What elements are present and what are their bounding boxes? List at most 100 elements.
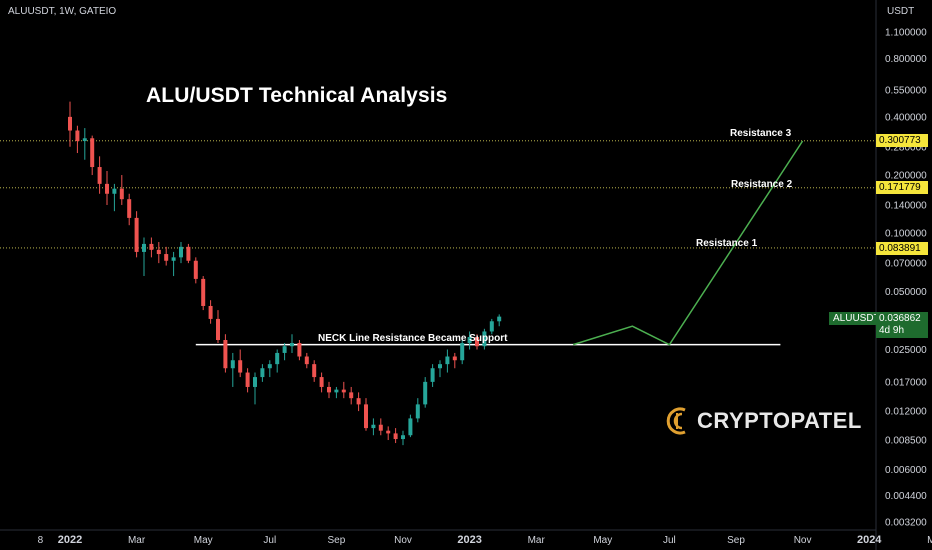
resistance-3-label: Resistance 3 (730, 128, 792, 139)
candle-body (142, 243, 146, 252)
y-tick-label: 0.006000 (885, 465, 927, 476)
y-tick-label: 0.400000 (885, 112, 927, 123)
candle-body (386, 430, 391, 434)
candle-body (90, 138, 95, 168)
x-tick-label: Sep (328, 535, 346, 546)
candle-body (134, 217, 139, 252)
candle-body (156, 249, 161, 255)
candle-body (341, 389, 346, 393)
y-tick-label: 0.200000 (885, 171, 927, 182)
candle-body (127, 199, 132, 218)
candle-body (445, 356, 450, 365)
logo-icon (666, 407, 686, 435)
symbol-price-tag: ALUUSDT (829, 312, 884, 325)
y-tick-label: 0.100000 (885, 229, 927, 240)
candle-body (364, 404, 368, 429)
candle-body (171, 257, 176, 261)
candle-body (334, 389, 339, 393)
candle-body (378, 424, 383, 431)
x-tick-label: Sep (727, 535, 745, 546)
y-tick-label: 0.017000 (885, 377, 927, 388)
x-tick-label: Jul (263, 535, 276, 546)
y-tick-label: 0.003200 (885, 518, 927, 529)
chart-title: ALU/USDT Technical Analysis (146, 84, 448, 107)
candle-body (327, 386, 331, 393)
candle-body (371, 424, 376, 429)
candle-body (216, 318, 220, 341)
candle-body (208, 305, 213, 319)
y-tick-label: 0.008500 (885, 436, 927, 447)
x-tick-label: Jul (663, 535, 676, 546)
bar-countdown: 4d 9h (879, 325, 905, 336)
candle-body (482, 331, 487, 347)
candle-body (290, 343, 294, 347)
y-tick-label: 0.012000 (885, 407, 927, 418)
x-tick-label: 2023 (457, 534, 481, 546)
y-tick-label: 0.140000 (885, 200, 927, 211)
candle-body (179, 246, 183, 258)
candle-body (75, 130, 80, 142)
candle-body (201, 278, 206, 306)
y-tick-label: 0.025000 (885, 345, 927, 356)
candle-body (438, 364, 442, 369)
candle-body (430, 368, 435, 382)
candle-body (452, 356, 457, 361)
last-price: 0.036862 (879, 313, 921, 324)
x-tick-label: 8 (38, 535, 44, 546)
candle-body (356, 398, 361, 405)
candle-body (260, 368, 265, 378)
candle-body (186, 246, 191, 261)
x-tick-label: May (194, 535, 213, 546)
candle-body (275, 352, 280, 365)
candle-body (460, 343, 465, 361)
resistance-1-price-tag: 0.083891 (876, 242, 928, 255)
candle-body (267, 364, 272, 369)
y-tick-label: 0.070000 (885, 259, 927, 270)
x-tick-label: Nov (394, 535, 412, 546)
logo-text: CRYPTOPATEL (697, 408, 862, 433)
y-tick-label: 1.100000 (885, 28, 927, 39)
brand-logo: CRYPTOPATEL (663, 404, 862, 438)
candle-body (164, 254, 169, 261)
projection-path (572, 140, 804, 346)
candle-body (82, 138, 87, 142)
y-tick-label: 0.004400 (885, 491, 927, 502)
y-tick-label: 0.550000 (885, 86, 927, 97)
x-tick-label: 2024 (857, 534, 882, 546)
candle-body (68, 116, 72, 131)
candle-body (304, 356, 309, 365)
resistance-3-price-tag: 0.300773 (876, 134, 928, 147)
candle-body (319, 377, 324, 387)
candle-body (97, 167, 102, 184)
resistance-2-label: Resistance 2 (731, 179, 793, 190)
x-tick-label: Nov (794, 535, 812, 546)
candle-body (415, 404, 420, 419)
candle-body (282, 346, 287, 353)
candle-body (401, 435, 405, 440)
last-price-tag: 0.036862 4d 9h (876, 312, 928, 338)
x-tick-label: 2022 (58, 534, 82, 546)
neckline-label: NECK Line Resistance Became Support (318, 333, 508, 344)
candle-body (497, 316, 502, 322)
candle-body (112, 188, 117, 194)
candle-body (349, 392, 354, 399)
candle-body (297, 343, 302, 357)
candle-body (238, 360, 243, 373)
candle-body (475, 337, 479, 347)
y-tick-label: 0.280000 (885, 142, 927, 153)
candle-body (149, 243, 154, 250)
candle-body (105, 183, 109, 194)
candle-body (393, 433, 398, 440)
candle-body (312, 364, 317, 378)
x-tick-label: Mar (528, 535, 546, 546)
x-tick-label: May (593, 535, 612, 546)
candle-body (223, 340, 228, 369)
x-tick-label: Mar (927, 535, 932, 546)
resistance-1-label: Resistance 1 (696, 238, 758, 249)
symbol-info: ALUUSDT, 1W, GATEIO (8, 6, 117, 17)
candle-body (408, 418, 413, 436)
price-unit: USDT (887, 6, 915, 17)
candle-body (230, 360, 235, 369)
y-tick-label: 0.800000 (885, 54, 927, 65)
